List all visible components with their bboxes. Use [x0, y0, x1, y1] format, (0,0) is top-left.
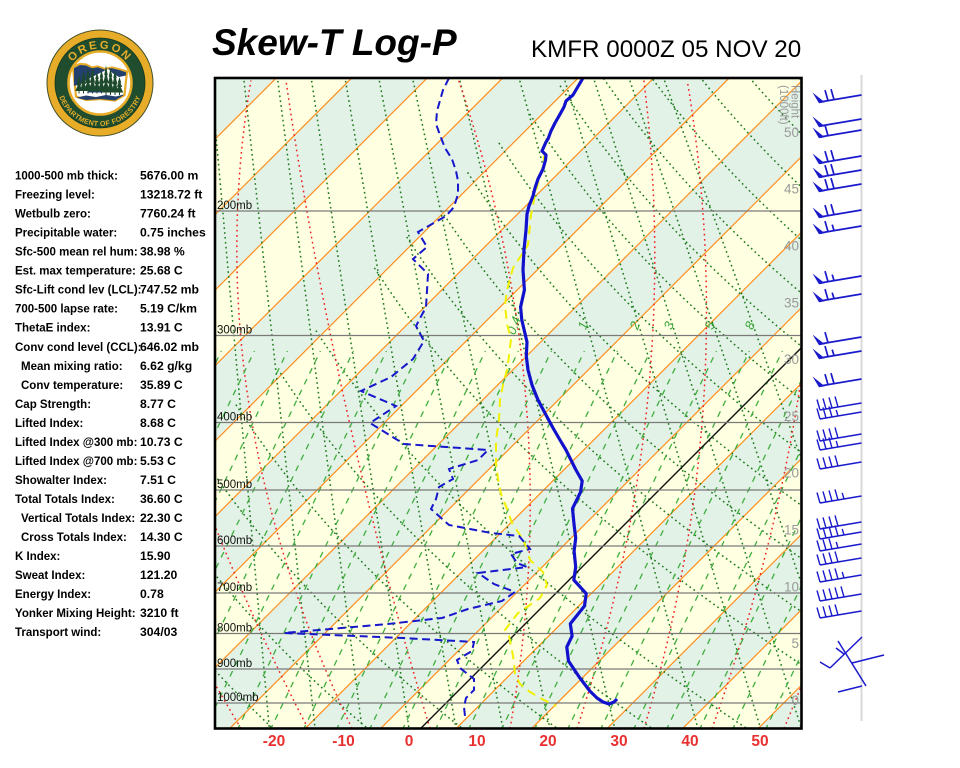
svg-text:1000mb: 1000mb: [217, 692, 259, 704]
svg-text:Total Totals Index:: Total Totals Index:: [15, 494, 115, 506]
svg-text:30: 30: [610, 733, 627, 750]
svg-text:Lifted Index:: Lifted Index:: [15, 418, 83, 430]
svg-text:K Index:: K Index:: [15, 551, 60, 563]
svg-text:1000-500 mb thick:: 1000-500 mb thick:: [15, 171, 118, 183]
svg-text:646.02 mb: 646.02 mb: [140, 340, 199, 354]
svg-text:22.30 C: 22.30 C: [140, 511, 183, 525]
svg-text:Precipitable water:: Precipitable water:: [15, 228, 117, 240]
svg-text:200mb: 200mb: [217, 200, 252, 212]
svg-text:10: 10: [784, 579, 799, 594]
svg-text:800mb: 800mb: [217, 623, 252, 635]
svg-text:0: 0: [405, 733, 414, 750]
svg-text:15.90: 15.90: [140, 549, 171, 563]
svg-text:45: 45: [784, 182, 799, 197]
svg-text:0.75 inches: 0.75 inches: [140, 226, 206, 240]
svg-text:38.98 %: 38.98 %: [140, 245, 185, 259]
svg-text:Sfc-500 mean rel hum:: Sfc-500 mean rel hum:: [15, 247, 138, 259]
svg-text:1: 1: [574, 319, 591, 331]
svg-text:20: 20: [784, 466, 799, 481]
svg-text:50: 50: [784, 125, 799, 140]
svg-text:13.91 C: 13.91 C: [140, 321, 183, 335]
svg-text:20: 20: [539, 733, 556, 750]
svg-text:Energy Index:: Energy Index:: [15, 589, 91, 601]
svg-text:Cross Totals Index:: Cross Totals Index:: [21, 532, 127, 544]
svg-text:10: 10: [468, 733, 485, 750]
svg-text:7.51 C: 7.51 C: [140, 473, 176, 487]
svg-text:5676.00 m: 5676.00 m: [140, 169, 198, 183]
svg-text:0: 0: [791, 693, 799, 708]
svg-text:Transport wind:: Transport wind:: [15, 627, 101, 639]
svg-text:900mb: 900mb: [217, 658, 252, 670]
svg-text:Freezing level:: Freezing level:: [15, 190, 95, 202]
svg-text:36.60 C: 36.60 C: [140, 492, 183, 506]
svg-text:-10: -10: [332, 733, 354, 750]
svg-text:35.89 C: 35.89 C: [140, 378, 183, 392]
svg-text:(1000ft): (1000ft): [777, 85, 789, 125]
svg-text:Wetbulb zero:: Wetbulb zero:: [15, 209, 91, 221]
svg-text:Cap Strength:: Cap Strength:: [15, 399, 91, 411]
svg-text:0.78: 0.78: [140, 587, 164, 601]
svg-text:Yonker Mixing Height:: Yonker Mixing Height:: [15, 608, 136, 620]
svg-text:25: 25: [784, 409, 799, 424]
svg-text:Sfc-Lift cond lev (LCL):: Sfc-Lift cond lev (LCL):: [15, 285, 142, 297]
svg-text:8.77 C: 8.77 C: [140, 397, 176, 411]
svg-text:13218.72 ft: 13218.72 ft: [140, 188, 202, 202]
svg-text:Mean mixing ratio:: Mean mixing ratio:: [21, 361, 123, 373]
svg-text:400mb: 400mb: [217, 412, 252, 424]
svg-text:Conv temperature:: Conv temperature:: [21, 380, 123, 392]
svg-text:3210 ft: 3210 ft: [140, 606, 179, 620]
svg-text:7760.24 ft: 7760.24 ft: [140, 207, 196, 221]
svg-text:700mb: 700mb: [217, 582, 252, 594]
svg-text:6.62 g/kg: 6.62 g/kg: [140, 359, 192, 373]
svg-text:304/03: 304/03: [140, 625, 177, 639]
svg-text:Vertical Totals Index:: Vertical Totals Index:: [21, 513, 135, 525]
svg-text:ThetaE index:: ThetaE index:: [15, 323, 90, 335]
svg-text:Showalter Index:: Showalter Index:: [15, 475, 107, 487]
svg-text:35: 35: [784, 295, 799, 310]
svg-text:40: 40: [784, 239, 799, 254]
svg-text:10.73 C: 10.73 C: [140, 435, 183, 449]
svg-text:600mb: 600mb: [217, 535, 252, 547]
svg-text:40: 40: [681, 733, 698, 750]
svg-text:25.68 C: 25.68 C: [140, 264, 183, 278]
svg-text:14.30 C: 14.30 C: [140, 530, 183, 544]
svg-text:121.20: 121.20: [140, 568, 177, 582]
svg-text:50: 50: [751, 733, 768, 750]
svg-text:Est. max temperature:: Est. max temperature:: [15, 266, 136, 278]
svg-text:30: 30: [784, 352, 799, 367]
svg-text:747.52 mb: 747.52 mb: [140, 283, 199, 297]
svg-text:700-500 lapse rate:: 700-500 lapse rate:: [15, 304, 118, 316]
svg-text:Lifted Index @300 mb:: Lifted Index @300 mb:: [15, 437, 137, 449]
svg-text:Skew-T Log-P: Skew-T Log-P: [212, 22, 457, 63]
svg-text:KMFR 0000Z 05 NOV 20: KMFR 0000Z 05 NOV 20: [531, 36, 801, 63]
svg-text:Lifted Index @700 mb:: Lifted Index @700 mb:: [15, 456, 137, 468]
svg-text:5: 5: [791, 636, 799, 651]
svg-text:5.19 C/km: 5.19 C/km: [140, 302, 197, 316]
svg-text:Sweat Index:: Sweat Index:: [15, 570, 85, 582]
svg-text:8.68 C: 8.68 C: [140, 416, 176, 430]
svg-text:Height: Height: [789, 85, 801, 119]
svg-text:15: 15: [784, 523, 799, 538]
svg-text:Conv cond level (CCL):: Conv cond level (CCL):: [15, 342, 142, 354]
svg-text:300mb: 300mb: [217, 325, 252, 337]
svg-text:5.53 C: 5.53 C: [140, 454, 176, 468]
svg-text:-20: -20: [263, 733, 285, 750]
svg-text:500mb: 500mb: [217, 479, 252, 491]
